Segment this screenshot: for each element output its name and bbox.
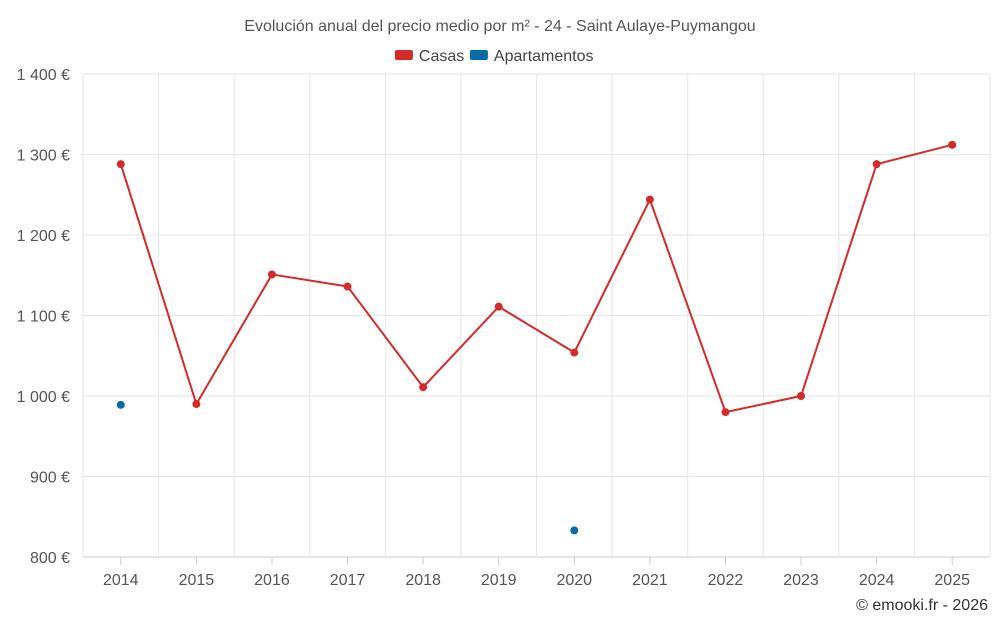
plot-area	[116, 140, 957, 535]
legend-label: Apartamentos	[494, 48, 594, 65]
x-axis: 2014 2015 2016 2017 2018 2019 2020 2021 2022 2023…	[103, 557, 970, 589]
y-tick-label: 900 €	[30, 470, 70, 487]
series-line	[119, 143, 953, 414]
grid	[82, 73, 991, 558]
x-tick-label: 2017	[330, 572, 366, 589]
legend: Casas Apartamentos	[394, 48, 594, 65]
data-point[interactable]	[267, 270, 276, 279]
x-tick-label: 2022	[708, 572, 744, 589]
data-point[interactable]	[343, 282, 352, 291]
data-point[interactable]	[192, 400, 201, 409]
y-tick-label: 1 000 €	[17, 389, 70, 406]
data-point[interactable]	[645, 195, 654, 204]
y-tick-label: 1 200 €	[17, 228, 70, 245]
x-tick-label: 2020	[556, 572, 592, 589]
data-point[interactable]	[116, 400, 125, 409]
chart-title: Evolución anual del precio medio por m² …	[244, 18, 755, 35]
series-apartamentos	[116, 400, 579, 535]
legend-swatch	[469, 50, 488, 60]
data-point[interactable]	[494, 302, 503, 311]
data-point[interactable]	[948, 140, 957, 149]
x-tick-label: 2021	[632, 572, 668, 589]
x-tick-label: 2016	[254, 572, 290, 589]
data-point[interactable]	[116, 160, 125, 169]
y-tick-label: 1 400 €	[17, 67, 70, 84]
y-tick-label: 1 300 €	[17, 148, 70, 165]
x-tick-label: 2018	[405, 572, 441, 589]
x-tick-label: 2023	[783, 572, 819, 589]
legend-item-apartamentos[interactable]: Apartamentos	[469, 48, 594, 65]
x-tick-label: 2014	[103, 572, 139, 589]
y-tick-label: 800 €	[30, 550, 70, 567]
y-tick-label: 1 100 €	[17, 309, 70, 326]
y-axis: 800 € 900 € 1 000 € 1 100 € 1 200 € 1 300 € 1 …	[17, 67, 70, 567]
data-point[interactable]	[797, 392, 806, 400]
data-point[interactable]	[872, 160, 881, 169]
data-point[interactable]	[570, 348, 579, 357]
x-tick-label: 2024	[859, 572, 895, 589]
x-tick-label: 2019	[481, 572, 517, 589]
credit-text: © emooki.fr - 2026	[856, 597, 988, 614]
x-tick-label: 2015	[179, 572, 215, 589]
series-casas	[116, 140, 957, 417]
data-point[interactable]	[721, 408, 730, 417]
legend-item-casas[interactable]: Casas	[394, 48, 464, 65]
data-point[interactable]	[419, 383, 428, 392]
data-point[interactable]	[570, 526, 579, 535]
legend-swatch	[394, 50, 413, 60]
legend-label: Casas	[419, 48, 464, 65]
x-tick-label: 2025	[934, 572, 970, 589]
